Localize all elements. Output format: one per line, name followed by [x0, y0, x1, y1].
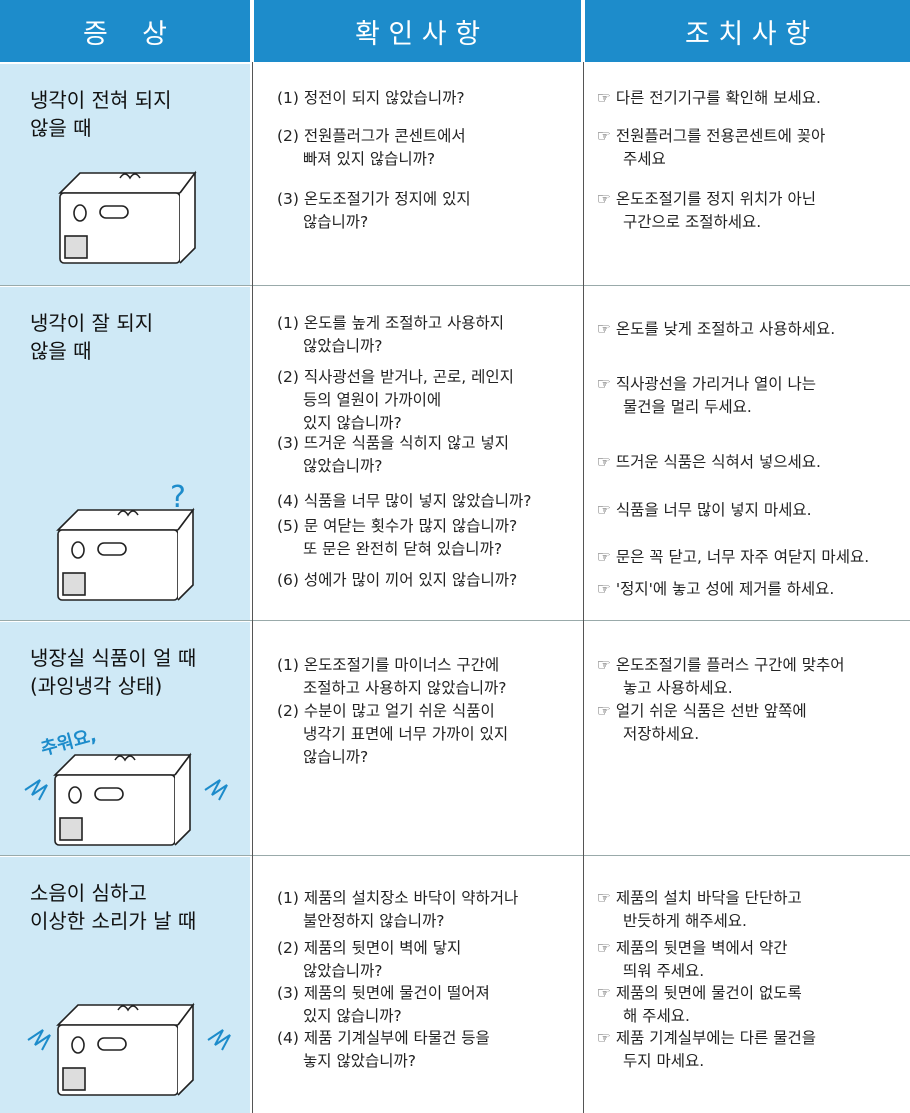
header-cell: 증 상	[0, 0, 250, 62]
fridge-illustration	[56, 507, 195, 601]
row-divider	[0, 620, 910, 621]
row-divider	[0, 285, 910, 286]
column-divider	[252, 62, 253, 1113]
action-item: ☞ 제품의 뒷면에 물건이 없도록 해 주세요.	[597, 984, 802, 1025]
action-item: ☞ 제품의 뒷면을 벽에서 약간 띄워 주세요.	[597, 939, 788, 980]
action-item: ☞ 얼기 쉬운 식품은 선반 앞쪽에 저장하세요.	[597, 702, 807, 743]
check-item: (4) 제품 기계실부에 타물건 등을 놓지 않았습니까?	[277, 1029, 490, 1070]
check-item: (1) 온도를 높게 조절하고 사용하지 않았습니까?	[277, 314, 505, 355]
action-item: ☞ 제품 기계실부에는 다른 물건을 두지 마세요.	[597, 1029, 816, 1070]
check-item: (2) 전원플러그가 콘센트에서 빠져 있지 않습니까?	[277, 127, 466, 168]
action-item: ☞ '정지'에 놓고 성에 제거를 하세요.	[597, 580, 835, 598]
check-item: (1) 온도조절기를 마이너스 구간에 조절하고 사용하지 않았습니까?	[277, 656, 507, 697]
check-item: (4) 식품을 너무 많이 넣지 않았습니까?	[277, 492, 532, 510]
action-item: ☞ 직사광선을 가리거나 열이 나는 물건을 멀리 두세요.	[597, 375, 816, 416]
action-item: ☞ 제품의 설치 바닥을 단단하고 반듯하게 해주세요.	[597, 889, 802, 930]
header-cell: 확 인 사 항	[254, 0, 581, 62]
symptom-text: 냉각이 잘 되지 않을 때	[30, 311, 154, 363]
symptom-text: 소음이 심하고 이상한 소리가 날 때	[30, 881, 197, 933]
row-divider	[0, 855, 910, 856]
fridge-illustration	[58, 170, 197, 264]
check-item: (6) 성에가 많이 끼어 있지 않습니까?	[277, 571, 518, 589]
illustration-text: ?	[170, 480, 186, 515]
action-item: ☞ 뜨거운 식품은 식혀서 넣으세요.	[597, 453, 821, 471]
check-item: (1) 정전이 되지 않았습니까?	[277, 89, 465, 107]
check-item: (2) 직사광선을 받거나, 곤로, 레인지 등의 열원이 가까이에 있지 않습…	[277, 368, 514, 432]
action-item: ☞ 식품을 너무 많이 넣지 마세요.	[597, 501, 812, 519]
action-item: ☞ 문은 꼭 닫고, 너무 자주 여닫지 마세요.	[597, 548, 870, 566]
symptom-text: 냉각이 전혀 되지 않을 때	[30, 88, 172, 140]
fridge-illustration	[27, 1002, 231, 1096]
action-item: ☞ 온도조절기를 정지 위치가 아닌 구간으로 조절하세요.	[597, 190, 816, 231]
check-item: (5) 문 여닫는 횟수가 많지 않습니까? 또 문은 완전히 닫혀 있습니까?	[277, 517, 518, 558]
action-item: ☞ 다른 전기기구를 확인해 보세요.	[597, 89, 821, 107]
check-item: (3) 온도조절기가 정지에 있지 않습니까?	[277, 190, 471, 231]
check-item: (3) 뜨거운 식품을 식히지 않고 넣지 않았습니까?	[277, 434, 509, 475]
column-divider	[583, 62, 584, 1113]
symptom-text: 냉장실 식품이 얼 때 (과잉냉각 상태)	[30, 646, 197, 698]
header-cell: 조 치 사 항	[585, 0, 910, 62]
check-item: (2) 수분이 많고 얼기 쉬운 식품이 냉각기 표면에 너무 가까이 있지 않…	[277, 702, 509, 766]
check-item: (3) 제품의 뒷면에 물건이 떨어져 있지 않습니까?	[277, 984, 490, 1025]
check-item: (2) 제품의 뒷면이 벽에 닿지 않았습니까?	[277, 939, 462, 980]
fridge-illustration	[24, 752, 228, 846]
action-item: ☞ 온도를 낮게 조절하고 사용하세요.	[597, 320, 836, 338]
check-item: (1) 제품의 설치장소 바닥이 약하거나 불안정하지 않습니까?	[277, 889, 519, 930]
action-item: ☞ 온도조절기를 플러스 구간에 맞추어 놓고 사용하세요.	[597, 656, 845, 697]
action-item: ☞ 전원플러그를 전용콘센트에 꽂아 주세요	[597, 127, 826, 168]
